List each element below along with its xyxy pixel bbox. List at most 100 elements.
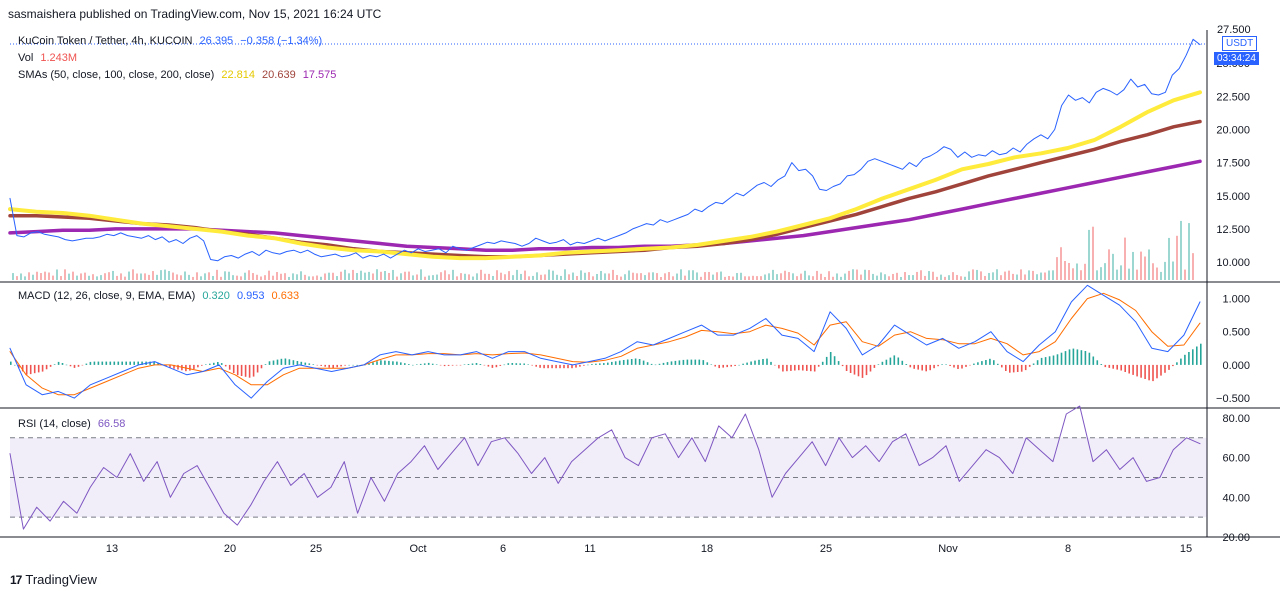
x-tick-label: Oct	[409, 543, 426, 555]
volume-bar	[640, 273, 642, 280]
macd-histogram-bar	[1196, 346, 1198, 365]
macd-histogram-bar	[1016, 364, 1019, 372]
macd-histogram-bar	[531, 364, 533, 366]
macd-histogram-bar	[1020, 364, 1023, 372]
volume-bar	[188, 274, 190, 280]
volume-bar	[512, 275, 514, 280]
volume-bar	[600, 270, 602, 280]
volume-bar	[1068, 262, 1070, 280]
volume-bar	[16, 276, 18, 280]
macd-histogram-bar	[957, 364, 959, 369]
price-tick-label: 17.500	[1216, 158, 1250, 170]
volume-bar	[148, 274, 150, 280]
macd-histogram-bar	[1060, 352, 1063, 365]
rsi-label[interactable]: RSI (14, close)	[18, 418, 91, 430]
macd-histogram-bar	[205, 364, 207, 365]
volume-bar	[828, 271, 830, 280]
footer-brand[interactable]: TradingView	[25, 572, 97, 587]
x-tick-label: Nov	[938, 543, 958, 555]
macd-histogram-bar	[400, 362, 402, 365]
volume-bar	[932, 271, 934, 280]
volume-bar	[820, 273, 822, 280]
volume-bar	[1172, 261, 1174, 280]
macd-histogram-bar	[762, 359, 764, 365]
volume-bar	[464, 273, 466, 280]
macd-histogram-bar	[431, 363, 434, 365]
macd-label[interactable]: MACD (12, 26, close, 9, EMA, EMA)	[18, 290, 196, 302]
macd-histogram-bar	[587, 364, 589, 366]
volume-bar	[204, 273, 206, 280]
macd-histogram-bar	[591, 364, 593, 365]
macd-histogram-bar	[25, 364, 28, 375]
volume-bar	[660, 276, 662, 280]
macd-histogram-bar	[1076, 349, 1079, 365]
volume-label[interactable]: Vol	[18, 52, 34, 64]
macd-histogram-bar	[77, 364, 80, 367]
macd-histogram-bar	[189, 364, 191, 371]
macd-histogram-bar	[730, 364, 732, 367]
volume-bar	[804, 270, 806, 280]
macd-histogram-bar	[312, 364, 315, 365]
sma-label[interactable]: SMAs (50, close, 100, close, 200, close)	[18, 69, 215, 81]
volume-bar	[824, 276, 826, 280]
macd-histogram-bar	[396, 361, 398, 365]
volume-bar	[716, 272, 718, 280]
volume-bar	[1128, 268, 1130, 280]
volume-bar	[892, 273, 894, 280]
macd-histogram-bar	[901, 360, 904, 365]
macd-histogram-bar	[869, 364, 872, 372]
macd-histogram-bar	[101, 361, 104, 365]
volume-bar	[724, 276, 726, 280]
macd-histogram-bar	[889, 357, 892, 365]
currency-badge[interactable]: USDT	[1222, 36, 1258, 51]
volume-bar	[388, 272, 390, 280]
volume-bar	[1168, 237, 1170, 280]
volume-bar	[664, 273, 666, 280]
macd-histogram-bar	[435, 364, 438, 365]
macd-histogram-bar	[873, 364, 876, 368]
macd-histogram-bar	[654, 364, 657, 366]
macd-histogram-bar	[65, 364, 68, 366]
volume-bar	[372, 273, 374, 280]
macd-histogram-bar	[328, 364, 330, 368]
volume-bar	[220, 276, 222, 280]
macd-histogram-bar	[49, 364, 52, 367]
macd-histogram-bar	[57, 361, 60, 365]
macd-histogram-bar	[575, 364, 577, 368]
macd-histogram-bar	[304, 362, 307, 365]
macd-histogram-bar	[750, 361, 752, 365]
macd-histogram-bar	[694, 359, 697, 365]
macd-histogram-bar	[933, 364, 935, 369]
macd-histogram-bar	[1072, 348, 1075, 365]
volume-bar	[216, 269, 218, 280]
volume-bar	[1116, 269, 1118, 280]
volume-bar	[992, 272, 994, 280]
volume-bar	[332, 272, 334, 280]
volume-bar	[504, 274, 506, 280]
volume-bar	[392, 269, 394, 280]
macd-histogram-bar	[137, 361, 139, 365]
symbol-label[interactable]: KuCoin Token / Tether, 4h, KUCOIN	[18, 35, 193, 47]
volume-bar	[904, 272, 906, 280]
volume-bar	[184, 271, 186, 280]
tradingview-logo-icon[interactable]: 17	[10, 572, 22, 587]
volume-bar	[784, 270, 786, 280]
sma100-value: 20.639	[262, 69, 296, 81]
volume-bar	[164, 269, 166, 280]
volume-bar	[980, 271, 982, 280]
macd-histogram-bar	[61, 363, 64, 365]
macd-histogram-bar	[849, 364, 852, 373]
macd-histogram-bar	[201, 364, 203, 366]
volume-bar	[1120, 265, 1122, 280]
macd-histogram-bar	[989, 358, 991, 365]
macd-histogram-bar	[213, 362, 215, 365]
macd-histogram-bar	[244, 364, 247, 377]
volume-bar	[720, 271, 722, 280]
macd-histogram-bar	[141, 361, 143, 365]
volume-bar	[116, 275, 118, 280]
macd-histogram-bar	[865, 364, 868, 376]
macd-histogram-bar	[523, 363, 525, 365]
macd-histogram-bar	[41, 364, 44, 372]
macd-histogram-bar	[1188, 352, 1190, 365]
